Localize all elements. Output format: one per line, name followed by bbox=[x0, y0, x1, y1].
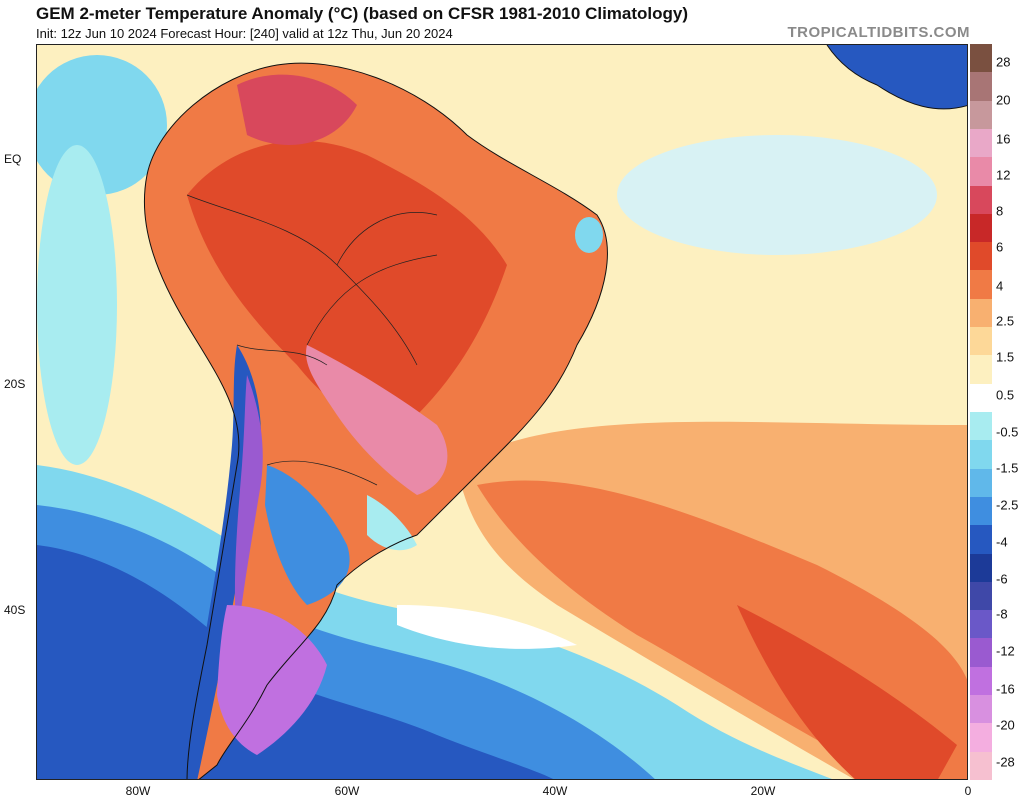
colorbar-label: -28 bbox=[996, 754, 1015, 770]
colorbar-label: 8 bbox=[996, 203, 1004, 219]
colorbar-label: 4 bbox=[996, 278, 1004, 294]
colorbar-segment bbox=[970, 723, 992, 753]
purple-andes-core bbox=[234, 375, 263, 645]
lon-label-80w: 80W bbox=[125, 784, 151, 798]
country-borders bbox=[186, 194, 438, 486]
colorbar-segment bbox=[970, 327, 992, 356]
colorbar-segment bbox=[970, 581, 992, 611]
colorbar-segment bbox=[970, 525, 992, 555]
source-credit: TROPICALTIDBITS.COM bbox=[787, 24, 970, 41]
cool-ne-brazil bbox=[575, 217, 603, 253]
cool-patch-north-atlantic bbox=[617, 135, 937, 255]
colorbar-segment bbox=[970, 440, 992, 470]
cool-uruguay bbox=[367, 495, 417, 551]
colorbar-segment bbox=[970, 44, 992, 73]
lat-label-20s: 20S bbox=[4, 377, 26, 391]
colorbar-label: 1.5 bbox=[996, 349, 1015, 365]
hot-interior bbox=[187, 140, 507, 423]
colorbar-segment bbox=[970, 298, 992, 328]
map-panel bbox=[36, 44, 968, 780]
colorbar-label: 0.5 bbox=[996, 387, 1015, 403]
colorbar-segment bbox=[970, 185, 992, 215]
colorbar-label: 2.5 bbox=[996, 313, 1015, 329]
colorbar-label: -0.5 bbox=[996, 424, 1019, 440]
hot-spot-south-atlantic bbox=[737, 605, 957, 779]
colorbar-segment bbox=[970, 638, 992, 668]
colorbar-segment bbox=[970, 610, 992, 639]
colorbar-label: -12 bbox=[996, 643, 1015, 659]
lat-label-eq: EQ bbox=[4, 152, 22, 166]
colorbar-segment bbox=[970, 468, 992, 498]
colorbar-segment bbox=[970, 72, 992, 102]
colorbar-segment bbox=[970, 100, 992, 130]
colorbar-label: 20 bbox=[996, 92, 1011, 108]
colorbar-label: 28 bbox=[996, 54, 1011, 70]
colorbar-segment bbox=[970, 751, 992, 781]
white-ocean-streak bbox=[397, 605, 577, 649]
colorbar-segment bbox=[970, 213, 992, 243]
africa-coastline bbox=[826, 45, 967, 110]
colorbar-segment bbox=[970, 553, 992, 583]
colorbar-segment bbox=[970, 383, 992, 413]
colorbar-segment bbox=[970, 128, 992, 158]
colorbar-label: -1.5 bbox=[996, 460, 1019, 476]
map-subtitle: Init: 12z Jun 10 2024 Forecast Hour: [24… bbox=[36, 26, 453, 41]
colorbar-segment bbox=[970, 355, 992, 385]
colorbar-segment bbox=[970, 695, 992, 724]
cool-patch-pacific-coast bbox=[37, 145, 117, 465]
colorbar-label: -20 bbox=[996, 717, 1015, 733]
lon-label-0: 0 bbox=[964, 784, 972, 798]
colorbar-label: -8 bbox=[996, 606, 1008, 622]
lon-label-20w: 20W bbox=[750, 784, 776, 798]
pink-anomaly-paraguay bbox=[306, 345, 448, 495]
lon-label-40w: 40W bbox=[542, 784, 568, 798]
colorbar-segment bbox=[970, 412, 992, 441]
cold-africa-corner bbox=[827, 45, 967, 109]
colorbar-segment bbox=[970, 496, 992, 526]
colorbar-segment bbox=[970, 270, 992, 300]
cold-andes bbox=[187, 345, 261, 779]
colorbar-segment bbox=[970, 666, 992, 696]
colorbar-segment bbox=[970, 242, 992, 271]
colorbar-segment bbox=[970, 157, 992, 187]
lat-label-40s: 40S bbox=[4, 603, 26, 617]
colorbar-label: -4 bbox=[996, 534, 1008, 550]
cool-argentina-plains bbox=[265, 465, 350, 605]
colorbar bbox=[970, 44, 992, 781]
very-cold-southern-ocean bbox=[37, 545, 554, 779]
colorbar-label: -2.5 bbox=[996, 497, 1019, 513]
lon-label-60w: 60W bbox=[334, 784, 360, 798]
colorbar-label: -16 bbox=[996, 681, 1015, 697]
magenta-patagonia bbox=[217, 605, 327, 755]
colorbar-label: 6 bbox=[996, 239, 1004, 255]
coastline bbox=[143, 62, 608, 779]
colorbar-label: 16 bbox=[996, 131, 1011, 147]
temperature-anomaly-map bbox=[37, 45, 967, 779]
hot-north-region bbox=[237, 74, 357, 145]
map-title: GEM 2-meter Temperature Anomaly (°C) (ba… bbox=[36, 4, 689, 23]
colorbar-label: 12 bbox=[996, 167, 1011, 183]
colorbar-label: -6 bbox=[996, 571, 1008, 587]
